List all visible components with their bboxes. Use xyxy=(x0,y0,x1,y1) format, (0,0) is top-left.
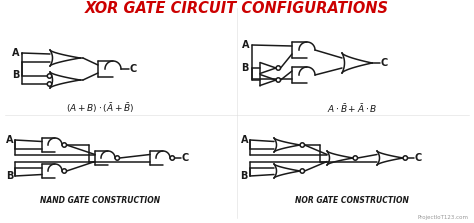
Circle shape xyxy=(115,156,119,160)
Text: $( A + B )\cdot ( \bar{A} + \bar{B} )$: $( A + B )\cdot ( \bar{A} + \bar{B} )$ xyxy=(66,101,134,115)
Text: B: B xyxy=(241,171,248,181)
Text: ProjectIoT123.com: ProjectIoT123.com xyxy=(418,215,469,220)
Text: B: B xyxy=(6,171,13,181)
Circle shape xyxy=(62,169,66,173)
Circle shape xyxy=(47,74,52,78)
Text: A: A xyxy=(6,135,13,145)
Circle shape xyxy=(47,82,52,86)
Text: B: B xyxy=(242,63,249,73)
Text: NOR GATE CONSTRUCTION: NOR GATE CONSTRUCTION xyxy=(295,196,409,205)
Text: B: B xyxy=(12,70,19,80)
Text: NAND GATE CONSTRUCTION: NAND GATE CONSTRUCTION xyxy=(40,196,160,205)
Circle shape xyxy=(403,156,408,160)
Circle shape xyxy=(276,78,281,82)
Circle shape xyxy=(353,156,357,160)
Text: XOR GATE CIRCUIT CONFIGURATIONS: XOR GATE CIRCUIT CONFIGURATIONS xyxy=(85,1,389,16)
Circle shape xyxy=(62,143,66,147)
Text: C: C xyxy=(415,153,422,163)
Circle shape xyxy=(170,156,174,160)
Text: C: C xyxy=(381,58,388,68)
Text: A: A xyxy=(240,135,248,145)
Text: C: C xyxy=(182,153,189,163)
Circle shape xyxy=(276,66,281,70)
Text: A: A xyxy=(241,40,249,50)
Circle shape xyxy=(300,169,304,173)
Text: $A \cdot \bar{B} + \bar{A} \cdot B$: $A \cdot \bar{B} + \bar{A} \cdot B$ xyxy=(327,102,377,115)
Text: C: C xyxy=(130,64,137,74)
Text: A: A xyxy=(11,48,19,58)
Circle shape xyxy=(300,143,304,147)
